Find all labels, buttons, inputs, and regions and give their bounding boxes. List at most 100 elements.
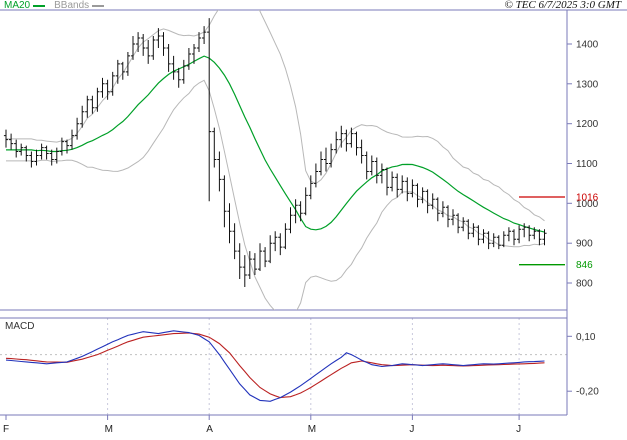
month-label: M [105,424,113,435]
ohlc-bar [288,207,293,234]
ohlc-bar [334,131,339,154]
ohlc-bar [430,193,435,210]
ohlc-bar [125,52,130,76]
ohlc-bar [69,129,75,150]
price-tick-label: 900 [576,239,593,250]
price-plot-group [3,10,547,310]
ohlc-bar [171,55,176,80]
ohlc-bar [461,217,466,232]
ohlc-bar [471,223,476,238]
ohlc-bar [252,253,257,275]
ohlc-bar [450,209,456,226]
ohlc-bar [354,131,359,156]
month-label: F [3,424,9,435]
ohlc-bar [511,229,517,246]
ohlc-bar [496,235,501,250]
macd-tick-label: -0,20 [576,387,599,398]
price-tick-label: 1300 [576,79,599,90]
ohlc-bar [405,177,410,202]
ohlc-bar [136,32,141,52]
ohlc-bar [410,179,415,198]
ohlc-bar [44,145,49,160]
ohlc-bar [29,151,34,168]
ohlc-bar [257,243,263,271]
ohlc-bar [420,187,425,204]
ohlc-bar [481,229,486,244]
macd-tick-label: 0,10 [576,332,596,343]
ohlc-bar [19,143,24,156]
ohlc-bar [80,105,85,128]
ohlc-bar [64,139,70,154]
ohlc-bar [506,227,511,242]
macd-main-line [5,330,545,402]
ohlc-bar [476,225,481,246]
ohlc-bar [527,225,532,242]
ohlc-bar [440,201,445,218]
ohlc-bar [268,235,273,264]
ohlc-bar [217,151,222,192]
ohlc-bar [232,223,237,260]
ohlc-bar [501,231,506,248]
ohlc-bar [293,199,298,224]
ohlc-bar [517,225,522,244]
ohlc-bar [156,28,161,48]
month-label: M [308,424,316,435]
legend-ma20-label: MA20 [4,0,31,11]
ohlc-bar [151,36,156,60]
ohlc-bar [298,201,303,222]
month-label: J [409,424,414,435]
ohlc-bar [445,205,451,228]
legend-ma20: MA20 [4,0,46,11]
ohlc-bar [95,87,100,112]
ohlc-bar [390,171,395,192]
ohlc-bar [323,147,329,172]
ohlc-bar [415,183,420,208]
macd-plot-group [5,330,545,402]
ohlc-bar [379,163,384,184]
ohlc-bar [400,175,405,194]
ohlc-bar [166,44,171,72]
ohlc-bar [318,151,324,176]
ohlc-bar [466,219,471,240]
ohlc-bar [369,155,374,176]
price-tick-label: 1000 [576,199,599,210]
ohlc-bar [191,44,197,64]
chart-legend: MA20 BBands [4,0,105,11]
ohlc-bar [202,26,207,44]
ohlc-bar [263,247,268,268]
ohlc-bar [522,223,527,238]
ohlc-bar [339,125,344,148]
copyright-text: © TEC 6/7/2025 3:0 GMT [504,0,621,11]
ma20-line [6,55,545,233]
ohlc-bar [227,203,232,244]
bollinger-upper-line [6,10,545,222]
ohlc-bar [395,173,400,198]
ohlc-bar [491,233,496,248]
ohlc-bar [100,77,105,98]
ohlc-bar [110,71,115,96]
ohlc-bar [486,231,491,250]
price-tick-label: 800 [576,279,593,290]
macd-signal-line [5,332,545,399]
ohlc-bar [59,137,64,156]
ohlc-bar [207,18,212,202]
ohlc-bar [456,213,461,234]
level-label: 1016 [576,193,599,204]
ohlc-bar [349,127,354,148]
price-tick-label: 1200 [576,119,599,130]
ohlc-bar [542,229,547,246]
ohlc-bar [222,175,227,228]
ohlc-bar [34,149,39,166]
ohlc-bar [435,197,440,222]
ohlc-bar [24,145,29,162]
ohlc-bar [14,139,19,158]
ohlc-bar [359,139,364,164]
ohlc-bar [3,129,9,148]
ohlc-bar [283,223,288,250]
ohlc-bar [313,163,318,188]
ohlc-bar [115,59,120,84]
month-label: J [516,424,521,435]
ohlc-bar [105,79,110,100]
